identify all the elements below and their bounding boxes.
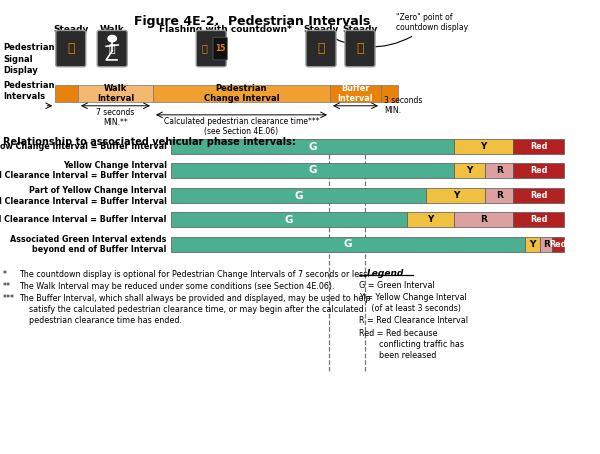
Text: Red: Red	[530, 166, 547, 175]
Bar	[485, 188, 513, 203]
Text: Buffer
Interval: Buffer Interval	[338, 84, 373, 103]
Text: Figure 4E-2.  Pedestrian Intervals: Figure 4E-2. Pedestrian Intervals	[134, 15, 370, 28]
Bar	[171, 139, 454, 154]
Text: ✋: ✋	[356, 42, 364, 55]
Bar	[525, 237, 541, 252]
Bar	[513, 163, 564, 178]
Text: R: R	[543, 240, 550, 249]
Text: *: *	[3, 270, 7, 279]
Text: Pedestrian
Change Interval: Pedestrian Change Interval	[203, 84, 280, 103]
Bar	[427, 188, 485, 203]
Text: Pedestrian
Intervals: Pedestrian Intervals	[3, 81, 55, 101]
Text: 3 seconds
MIN.: 3 seconds MIN.	[384, 96, 422, 115]
Bar	[513, 188, 564, 203]
Bar	[454, 212, 513, 227]
Text: Part of Yellow Change Interval
+ Red Clearance Interval = Buffer Interval: Part of Yellow Change Interval + Red Cle…	[0, 186, 167, 206]
Text: The countdown display is optional for Pedestrian Change Intervals of 7 seconds o: The countdown display is optional for Pe…	[19, 270, 370, 279]
Bar	[513, 139, 564, 154]
Circle shape	[108, 35, 116, 42]
Bar	[78, 85, 153, 102]
Text: R: R	[496, 166, 503, 175]
Text: Y: Y	[427, 215, 434, 224]
Text: The Walk Interval may be reduced under some conditions (see Section 4E.06).: The Walk Interval may be reduced under s…	[19, 282, 335, 291]
Text: Steady: Steady	[53, 25, 88, 35]
FancyBboxPatch shape	[345, 30, 375, 67]
Text: Calculated pedestrian clearance time***
(see Section 4E.06): Calculated pedestrian clearance time*** …	[164, 117, 319, 136]
Text: Y: Y	[529, 240, 536, 249]
Text: 15: 15	[215, 44, 226, 53]
Bar	[381, 85, 398, 102]
FancyBboxPatch shape	[213, 37, 227, 60]
Text: Pedestrian
Signal
Display: Pedestrian Signal Display	[3, 44, 55, 74]
Text: Yellow Change Interval
+ Red Clearance Interval = Buffer Interval: Yellow Change Interval + Red Clearance I…	[0, 161, 167, 180]
Text: Red: Red	[530, 215, 547, 224]
Text: Walk
Interval: Walk Interval	[97, 84, 134, 103]
Text: R = Red Clearance Interval: R = Red Clearance Interval	[359, 316, 468, 325]
Text: R: R	[480, 215, 487, 224]
Text: "Zero" point of
countdown display: "Zero" point of countdown display	[323, 13, 468, 47]
Text: ⛶: ⛶	[109, 44, 116, 54]
Text: ✋: ✋	[67, 42, 74, 55]
Text: The Buffer Interval, which shall always be provided and displayed, may be used t: The Buffer Interval, which shall always …	[19, 294, 371, 325]
Text: Red = Red because
        conflicting traffic has
        been released: Red = Red because conflicting traffic ha…	[359, 329, 464, 360]
Text: G: G	[344, 239, 352, 250]
Text: ***: ***	[3, 294, 15, 303]
Text: Associated Green Interval extends
beyond end of Buffer Interval: Associated Green Interval extends beyond…	[10, 235, 167, 254]
Text: Y: Y	[453, 192, 459, 200]
Bar	[454, 139, 513, 154]
Text: ✋: ✋	[317, 42, 325, 55]
Text: G: G	[308, 165, 317, 176]
Bar	[541, 237, 552, 252]
Bar	[153, 85, 330, 102]
Text: G = Green Interval: G = Green Interval	[359, 281, 434, 290]
Text: G: G	[308, 142, 317, 152]
Bar	[454, 163, 485, 178]
Text: Flashing with countdown*: Flashing with countdown*	[158, 25, 292, 35]
Bar	[55, 85, 78, 102]
FancyBboxPatch shape	[97, 30, 127, 67]
Bar	[171, 188, 427, 203]
Bar	[485, 163, 513, 178]
Bar	[330, 85, 381, 102]
Text: Red Clearance Interval = Buffer Interval: Red Clearance Interval = Buffer Interval	[0, 215, 167, 224]
Bar	[513, 212, 564, 227]
Text: R: R	[496, 192, 503, 200]
Text: G: G	[284, 214, 293, 225]
Text: 7 seconds
MIN.**: 7 seconds MIN.**	[97, 108, 134, 128]
Text: Red: Red	[530, 192, 547, 200]
Text: Y: Y	[466, 166, 473, 175]
Bar	[552, 237, 564, 252]
Text: Walk: Walk	[100, 25, 125, 35]
Text: Y: Y	[480, 143, 487, 151]
Text: **: **	[3, 282, 11, 291]
Text: Steady: Steady	[304, 25, 338, 35]
Text: Yellow Change Interval = Buffer Interval: Yellow Change Interval = Buffer Interval	[0, 143, 167, 151]
Bar	[171, 237, 525, 252]
FancyBboxPatch shape	[306, 30, 336, 67]
Text: Steady: Steady	[343, 25, 377, 35]
Bar	[171, 163, 454, 178]
Bar	[171, 212, 407, 227]
Text: Red: Red	[550, 240, 567, 249]
Text: Red: Red	[530, 143, 547, 151]
Text: Relationship to associated vehicular phase intervals:: Relationship to associated vehicular pha…	[3, 137, 296, 147]
Text: Legend: Legend	[367, 269, 404, 278]
FancyBboxPatch shape	[56, 30, 86, 67]
Text: Y = Yellow Change Interval
     (of at least 3 seconds): Y = Yellow Change Interval (of at least …	[359, 293, 467, 313]
Text: G: G	[295, 191, 303, 201]
Bar	[407, 212, 454, 227]
Text: ✋: ✋	[201, 44, 207, 54]
FancyBboxPatch shape	[196, 30, 226, 67]
